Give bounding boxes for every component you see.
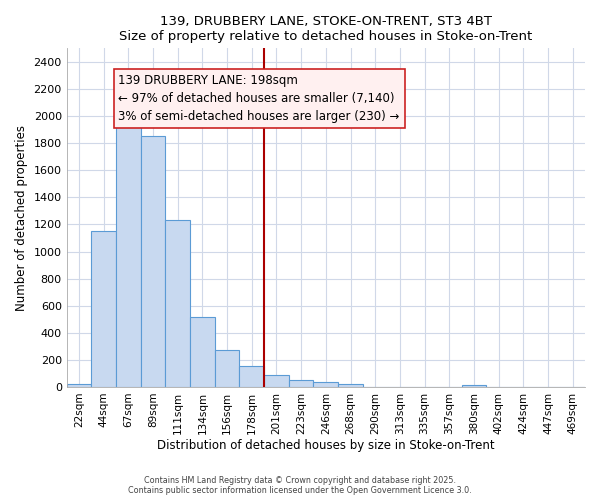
Bar [141,136,166,387]
Text: 139 DRUBBERY LANE: 198sqm
← 97% of detached houses are smaller (7,140)
3% of sem: 139 DRUBBERY LANE: 198sqm ← 97% of detac… [119,74,400,123]
Bar [166,220,190,387]
Bar [289,380,313,387]
Bar [190,317,215,387]
Bar [461,384,486,387]
Bar [91,230,116,387]
Bar [67,384,91,387]
Bar [215,350,239,387]
Bar [338,384,363,387]
Y-axis label: Number of detached properties: Number of detached properties [15,124,28,310]
Text: Contains HM Land Registry data © Crown copyright and database right 2025.
Contai: Contains HM Land Registry data © Crown c… [128,476,472,495]
Bar [239,366,264,387]
Bar [116,122,141,387]
Bar [264,375,289,387]
Bar [313,382,338,387]
Title: 139, DRUBBERY LANE, STOKE-ON-TRENT, ST3 4BT
Size of property relative to detache: 139, DRUBBERY LANE, STOKE-ON-TRENT, ST3 … [119,15,532,43]
X-axis label: Distribution of detached houses by size in Stoke-on-Trent: Distribution of detached houses by size … [157,440,494,452]
